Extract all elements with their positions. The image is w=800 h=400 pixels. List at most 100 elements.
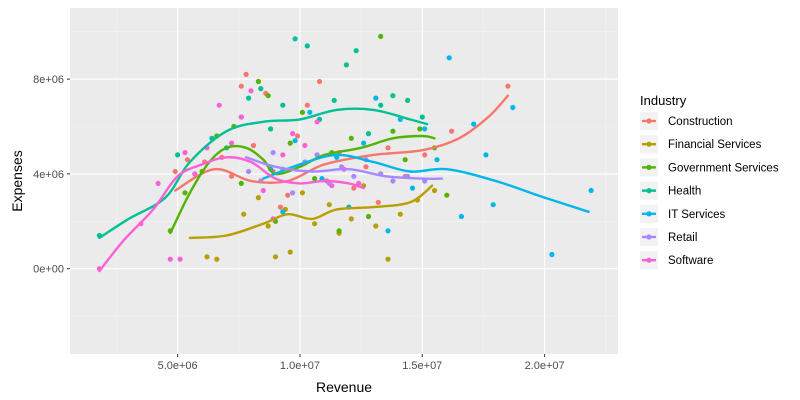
legend-label: Software xyxy=(668,255,713,267)
data-point xyxy=(402,157,408,163)
data-point xyxy=(385,256,391,262)
data-point xyxy=(336,228,342,234)
legend-item: Construction xyxy=(640,112,733,130)
data-point xyxy=(167,256,173,262)
data-point xyxy=(304,102,310,108)
data-point xyxy=(184,157,190,163)
legend: Industry Construction Financial Services G… xyxy=(640,93,779,270)
data-point xyxy=(294,133,301,139)
data-point xyxy=(246,95,252,101)
x-tick-label: 1.5e+07 xyxy=(402,360,442,372)
data-point xyxy=(378,33,384,40)
data-point xyxy=(444,192,450,198)
data-point xyxy=(434,157,440,163)
data-point xyxy=(390,93,396,99)
data-point xyxy=(238,114,244,120)
data-point xyxy=(422,152,428,158)
data-point xyxy=(175,152,181,158)
y-tick-label: 8e+06 xyxy=(33,74,64,86)
data-point xyxy=(214,256,220,262)
data-point xyxy=(216,102,222,108)
legend-key-point xyxy=(646,211,652,217)
data-point xyxy=(365,213,372,220)
data-point xyxy=(299,109,305,115)
data-point xyxy=(280,209,286,215)
data-point xyxy=(314,119,320,125)
data-point xyxy=(405,97,411,103)
data-point xyxy=(588,187,594,194)
legend-key-point xyxy=(646,164,652,170)
data-point xyxy=(172,168,178,175)
data-point xyxy=(353,48,359,54)
legend-item: Health xyxy=(640,181,701,200)
data-point xyxy=(510,104,516,111)
data-point xyxy=(458,213,464,220)
data-point xyxy=(182,150,188,156)
data-point xyxy=(177,256,183,262)
legend-key-point xyxy=(646,188,652,194)
data-point xyxy=(277,204,283,210)
data-point xyxy=(431,187,438,194)
trend-lines xyxy=(98,94,590,273)
data-point xyxy=(449,128,455,134)
data-point xyxy=(228,140,235,146)
data-point xyxy=(192,171,198,177)
legend-key-point xyxy=(646,141,652,147)
series-trend-line xyxy=(188,184,434,240)
data-point xyxy=(312,221,318,227)
axes: 5.0e+06 1.0e+07 1.5e+07 2.0e+07 0e+00 4e+06 8e… xyxy=(33,74,565,372)
data-point xyxy=(351,173,357,179)
data-point xyxy=(397,211,403,217)
legend-key-point xyxy=(646,234,652,240)
legend-item: Government Services xyxy=(640,158,779,177)
series-points xyxy=(96,88,362,272)
x-axis-title: Revenue xyxy=(316,379,372,395)
legend-title: Industry xyxy=(640,93,687,108)
data-point xyxy=(316,78,323,85)
data-point xyxy=(471,121,477,127)
data-point xyxy=(390,178,396,184)
data-point xyxy=(155,180,161,186)
data-point xyxy=(312,176,318,182)
data-point xyxy=(348,216,354,222)
legend-item: IT Services xyxy=(640,204,726,223)
data-point xyxy=(292,36,298,42)
data-point xyxy=(490,202,496,208)
data-point xyxy=(265,93,271,99)
series-points xyxy=(96,36,425,239)
data-point xyxy=(483,152,489,158)
data-point xyxy=(446,55,452,61)
data-point xyxy=(351,185,357,191)
y-tick-label: 4e+06 xyxy=(33,169,64,181)
data-point xyxy=(299,190,305,196)
series-trend-line xyxy=(98,156,365,273)
data-point xyxy=(287,249,293,255)
legend-label: Health xyxy=(668,186,701,198)
data-point xyxy=(348,135,354,141)
legend-item: Retail xyxy=(640,228,697,246)
data-point xyxy=(255,195,261,201)
data-point xyxy=(241,211,247,217)
data-point xyxy=(329,183,335,189)
data-point xyxy=(268,126,274,132)
data-point xyxy=(302,142,308,149)
series-trend-line xyxy=(244,156,444,180)
x-tick-label: 1.0e+07 xyxy=(280,360,320,372)
data-point xyxy=(505,83,511,89)
data-point xyxy=(419,114,425,120)
data-point xyxy=(182,190,188,196)
series-points xyxy=(172,71,511,210)
data-point xyxy=(422,126,428,132)
data-point xyxy=(238,83,244,89)
panel-background xyxy=(70,8,618,354)
data-point xyxy=(378,102,384,108)
data-point xyxy=(365,131,372,137)
legend-item: Financial Services xyxy=(640,135,762,154)
data-point xyxy=(385,228,391,234)
data-point xyxy=(373,223,379,229)
data-point xyxy=(417,126,423,132)
data-point xyxy=(361,140,367,146)
y-axis-title: Expenses xyxy=(9,150,25,211)
data-point xyxy=(280,102,286,108)
